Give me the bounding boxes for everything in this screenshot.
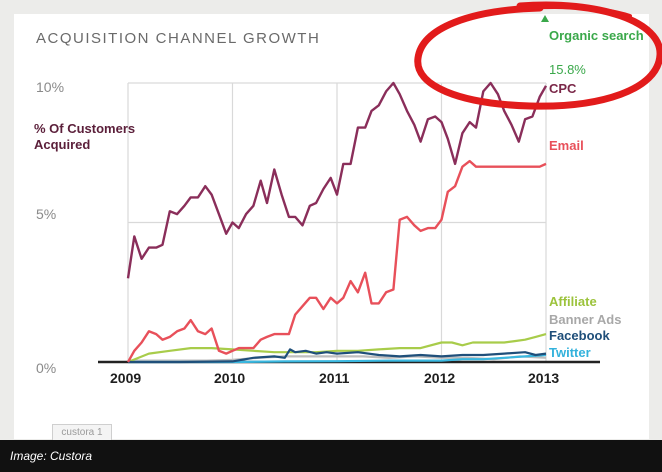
series-line-cpc	[126, 81, 548, 279]
y-tick-label: 0%	[36, 360, 57, 376]
y-tick-label: 10%	[36, 79, 65, 95]
chart-title: ACQUISITION CHANNEL GROWTH	[36, 30, 321, 47]
series-label-cpc: CPC	[549, 81, 577, 96]
series-label-affiliate: Affiliate	[549, 294, 597, 309]
y-axis-label: % Of Customers Acquired	[34, 121, 136, 152]
x-tick-label: 2010	[214, 370, 246, 386]
y-tick-label: 5%	[36, 206, 57, 222]
series-layer	[126, 81, 548, 364]
series-label-email: Email	[549, 138, 584, 153]
series-label-banner-ads: Banner Ads	[549, 312, 622, 327]
x-tick-label: 2012	[424, 370, 456, 386]
image-caption: Image: Custora	[10, 449, 93, 463]
series-label-twitter: Twitter	[549, 345, 591, 360]
caption-bar: Image: Custora	[0, 440, 662, 472]
highlight-circle	[414, 1, 662, 110]
organic-search-up-arrow-icon	[541, 15, 549, 22]
series-line-email	[126, 159, 547, 363]
annotation-organic-search-value: 15.8%	[549, 62, 586, 77]
chart-card	[14, 14, 649, 439]
x-tick-label: 2013	[528, 370, 560, 386]
x-tick-label: 2011	[319, 370, 350, 386]
highlight-circle-stroke	[493, 5, 632, 18]
series-label-facebook: Facebook	[549, 328, 610, 343]
annotation-layer	[414, 1, 662, 110]
series-line-affiliate	[127, 333, 547, 364]
annotation-organic-search-label: Organic search	[549, 28, 644, 43]
series-line-facebook	[128, 348, 547, 364]
x-tick-label: 2009	[110, 370, 142, 386]
